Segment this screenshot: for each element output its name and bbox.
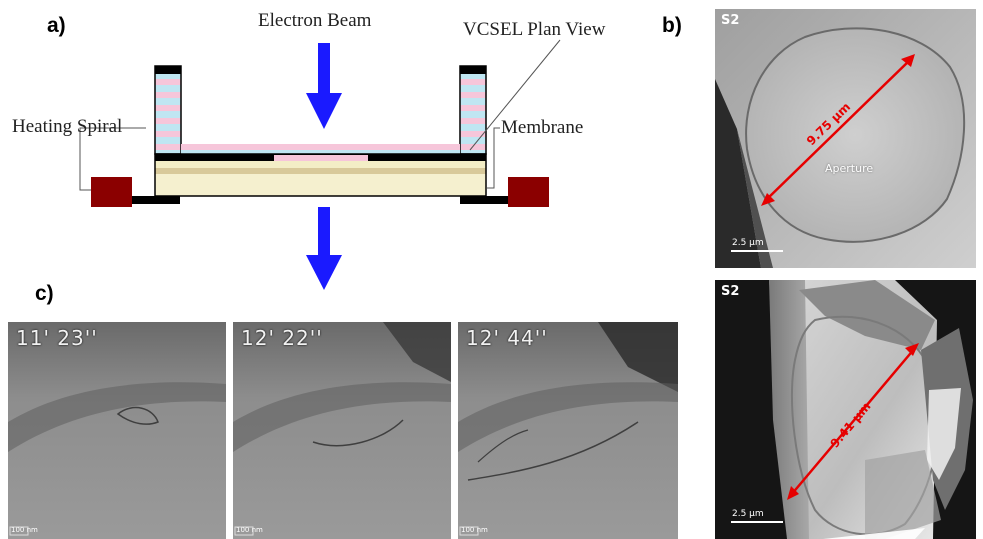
aperture-region [274,155,368,161]
substrate-layer-2 [155,168,486,174]
heating-holder-schematic [79,39,561,290]
panel-label-b: b) [662,14,682,37]
panel-label-c: c) [35,282,54,305]
top-dbr-layer-blue [181,150,460,154]
substrate-layer-1 [155,161,486,168]
panel-c-frame-3: 12' 44'' 100 nm [458,322,678,539]
panel-c-frame-1: 11' 23'' 100 nm [8,322,226,539]
left-dbr-stack [154,65,182,155]
vcsel-plan-view-label: VCSEL Plan View [463,19,606,40]
right-support [460,196,510,204]
panel-c-frame-3-time: 12' 44'' [466,326,548,350]
right-dbr-stack [459,65,487,155]
membrane-leader [487,127,500,189]
panel-c-frame-1-time: 11' 23'' [16,326,98,350]
left-support [130,196,180,204]
panel-b-top-image: S2 9.75 µm Aperture 2.5 µm [715,9,976,268]
panel-b-bottom-sample-label: S2 [721,284,740,299]
panel-b-bottom-scale-label: 2.5 µm [732,509,764,519]
heating-spiral-label: Heating Spiral [12,116,123,137]
panel-b-bottom-image: S2 9.41 µm 2.5 µm [715,280,976,539]
panel-c-frame-2-time: 12' 22'' [241,326,323,350]
heating-spiral-leader [79,127,146,191]
top-dbr-layer [181,144,460,150]
panel-b-top-aperture-label: Aperture [825,162,874,175]
electron-beam-arrow-bottom [306,207,342,290]
substrate-layer-3 [155,174,486,196]
vcsel-leader [469,39,561,151]
panel-c-frame-2-scale: 100 nm [236,526,263,534]
panel-b-top-scale-label: 2.5 µm [732,238,764,248]
electron-beam-label: Electron Beam [258,10,372,31]
membrane-label: Membrane [501,117,584,138]
panel-label-a: a) [47,14,66,37]
panel-c-frame-2: 12' 22'' 100 nm [233,322,451,539]
right-heater-block [508,177,549,207]
panel-b-top-sample-label: S2 [721,13,740,28]
panel-c-frame-3-scale: 100 nm [461,526,488,534]
electron-beam-arrow-top [306,43,342,129]
left-heater-block [91,177,132,207]
panel-c-frame-1-scale: 100 nm [11,526,38,534]
